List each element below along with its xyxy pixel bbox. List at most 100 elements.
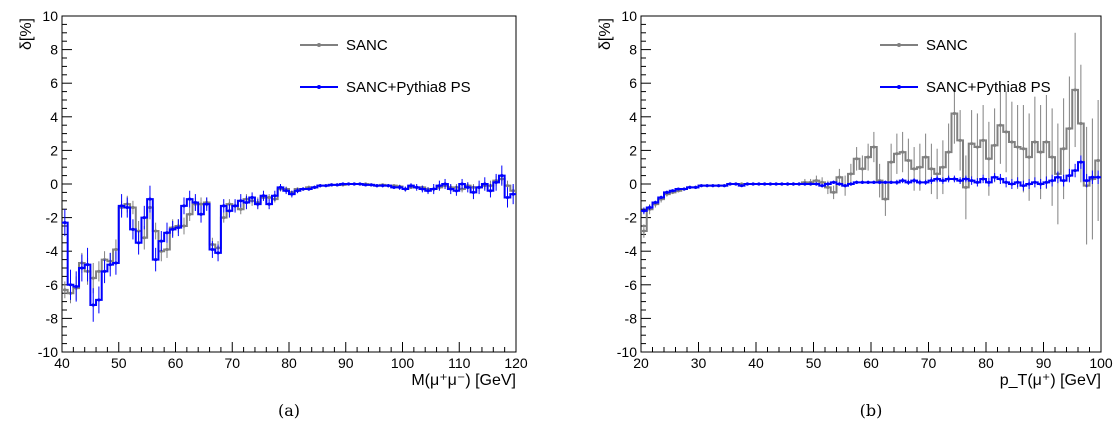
- x-tick-label: 90: [338, 355, 354, 371]
- y-tick-label: 0: [50, 176, 58, 192]
- data-point: [855, 157, 859, 161]
- data-point: [780, 182, 784, 186]
- y-tick-label: 2: [629, 142, 637, 158]
- data-point: [392, 185, 396, 189]
- legend: SANC SANC+Pythia8 PS: [880, 37, 1051, 96]
- data-point: [171, 227, 175, 231]
- y-tick-label: -10: [38, 344, 58, 360]
- data-point: [1010, 182, 1014, 186]
- data-point: [832, 180, 836, 184]
- data-point: [375, 184, 379, 188]
- data-point: [193, 200, 197, 205]
- x-tick-label: 30: [691, 355, 707, 371]
- data-point: [91, 276, 95, 280]
- data-point: [740, 184, 744, 188]
- data-point: [256, 202, 260, 206]
- y-tick-label: 0: [629, 176, 637, 192]
- data-point: [883, 197, 887, 201]
- data-point: [1016, 180, 1020, 184]
- legend-entry-label: SANC: [926, 37, 968, 54]
- data-point: [941, 179, 945, 183]
- data-point: [975, 180, 979, 184]
- data-point: [935, 172, 939, 176]
- data-point: [855, 180, 859, 184]
- data-point: [154, 229, 158, 233]
- x-tick-label: 60: [863, 355, 879, 371]
- data-point: [820, 184, 824, 188]
- data-point: [648, 205, 652, 210]
- data-point: [182, 224, 186, 228]
- data-point: [1096, 158, 1100, 163]
- data-point: [889, 160, 893, 164]
- data-point: [511, 192, 515, 196]
- x-tick-label: 120: [504, 355, 528, 371]
- series-step-line: [62, 174, 516, 306]
- data-point: [832, 190, 836, 194]
- data-point: [1067, 174, 1071, 178]
- figure-caption: (b): [860, 401, 883, 420]
- series-step-line: [62, 177, 516, 295]
- data-point: [745, 182, 749, 186]
- data-point: [671, 189, 675, 193]
- data-point: [763, 182, 767, 186]
- legend-swatch-marker: [317, 43, 321, 47]
- data-point: [222, 216, 226, 220]
- data-point: [912, 179, 916, 183]
- legend-entry-label: SANC+Pythia8 PS: [926, 79, 1051, 96]
- data-point: [688, 185, 692, 189]
- data-point: [466, 185, 470, 189]
- data-point: [1085, 179, 1089, 183]
- data-point: [791, 182, 795, 186]
- data-point: [1004, 180, 1008, 184]
- data-point: [278, 185, 283, 189]
- data-point: [131, 227, 135, 231]
- data-point: [165, 231, 169, 235]
- data-point: [97, 269, 101, 273]
- data-point: [437, 184, 441, 188]
- data-point: [312, 185, 317, 189]
- y-tick-label: 6: [629, 75, 637, 91]
- data-point: [975, 145, 979, 149]
- data-point: [797, 182, 801, 186]
- y-tick-label: -4: [46, 243, 59, 259]
- data-point: [335, 183, 339, 187]
- x-tick-label: 40: [748, 355, 764, 371]
- data-point: [267, 202, 271, 206]
- data-point: [1050, 179, 1054, 183]
- data-point: [809, 182, 813, 186]
- data-point: [694, 185, 698, 189]
- data-point: [1039, 150, 1043, 154]
- data-point: [222, 204, 226, 208]
- data-point: [1090, 175, 1094, 179]
- y-tick-label: 6: [50, 75, 58, 91]
- legend-entry-label: SANC: [346, 37, 388, 54]
- legend-swatch-marker: [317, 85, 321, 89]
- data-point: [449, 187, 453, 191]
- data-point: [398, 185, 402, 189]
- data-point: [165, 247, 169, 252]
- data-point: [1021, 147, 1025, 151]
- series-sanc: [641, 32, 1101, 245]
- data-point: [471, 190, 476, 194]
- data-point: [426, 189, 430, 193]
- data-point: [500, 174, 504, 178]
- data-point: [346, 182, 351, 186]
- data-point: [998, 123, 1002, 127]
- data-point: [883, 180, 887, 184]
- data-point: [125, 205, 129, 210]
- data-point: [488, 189, 493, 193]
- data-point: [454, 189, 459, 193]
- data-point: [142, 236, 146, 240]
- data-point: [768, 182, 772, 186]
- data-point: [728, 182, 732, 186]
- data-point: [494, 180, 498, 184]
- data-point: [409, 184, 413, 188]
- data-point: [705, 184, 709, 188]
- data-point: [1033, 180, 1037, 184]
- data-point: [958, 138, 962, 142]
- data-point: [665, 190, 669, 194]
- data-point: [176, 226, 180, 230]
- data-point: [843, 184, 847, 188]
- data-point: [676, 187, 680, 191]
- y-tick-label: -6: [46, 277, 59, 293]
